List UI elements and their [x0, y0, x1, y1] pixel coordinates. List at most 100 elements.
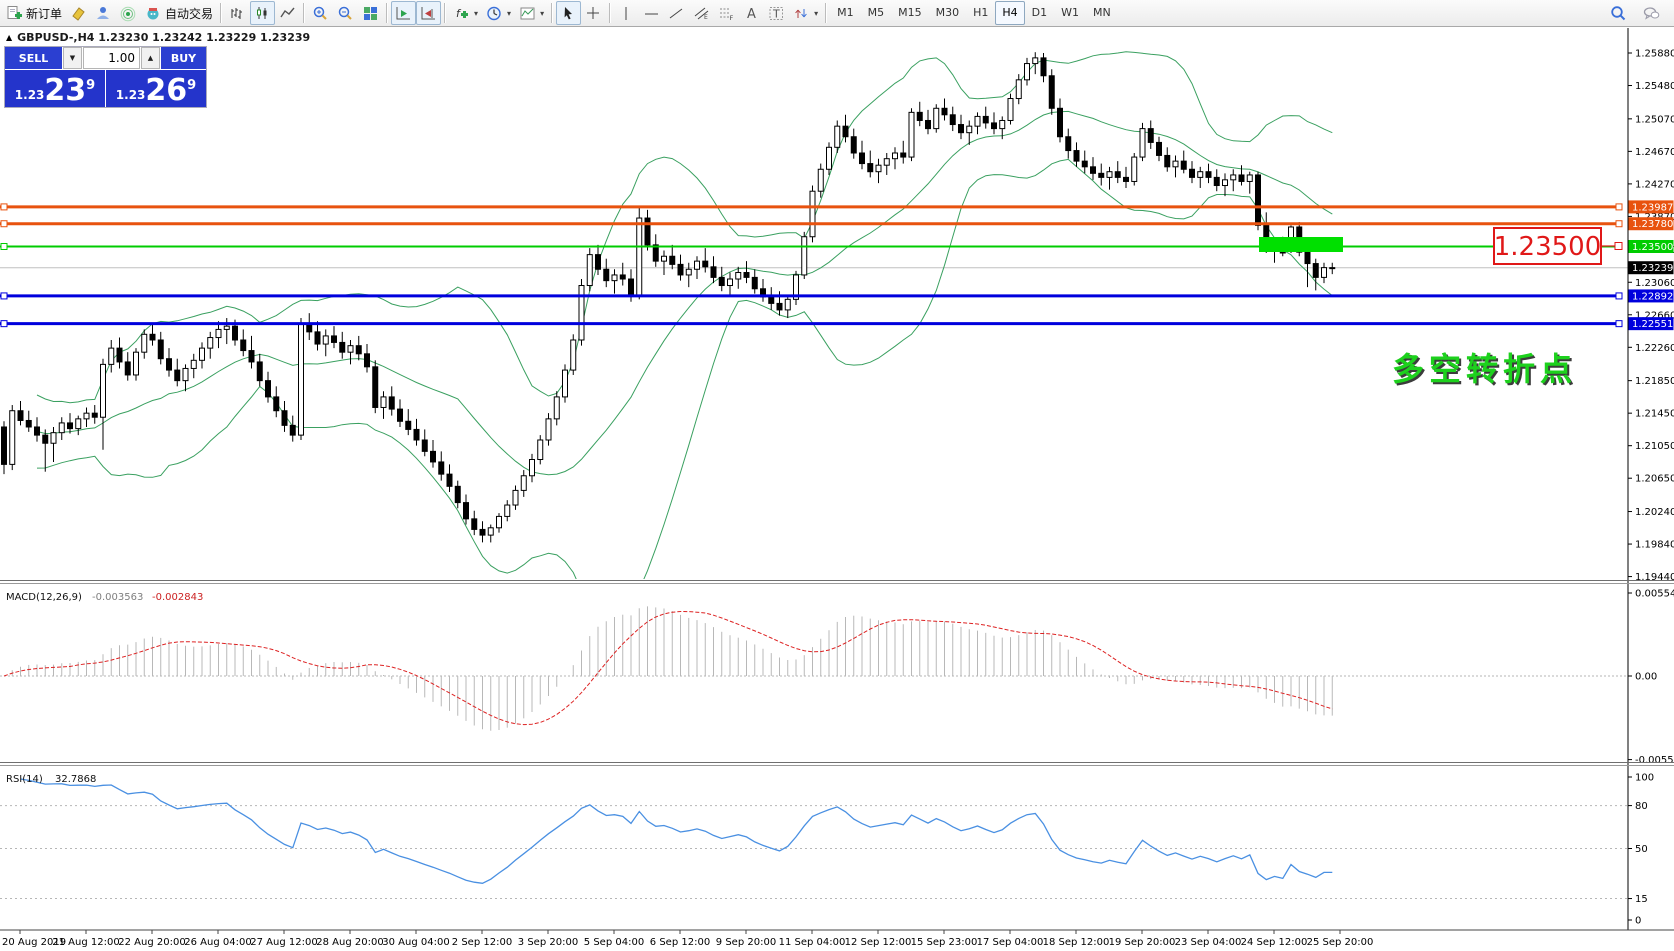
rsi-line [20, 778, 1333, 884]
crosshair-button[interactable] [581, 1, 606, 25]
svg-text:MACD(12,26,9): MACD(12,26,9) [6, 592, 82, 603]
channel-icon: E [693, 5, 710, 22]
svg-text:0.00: 0.00 [1635, 672, 1657, 683]
horizontal-line-1.23987[interactable] [0, 203, 1623, 211]
timeframe-W1-button[interactable]: W1 [1061, 6, 1079, 19]
auto-scroll-button[interactable] [416, 1, 442, 25]
arrows-button[interactable]: ▾ [789, 1, 822, 25]
lot-decrease-button[interactable]: ▼ [63, 47, 82, 69]
svg-text:1.25880: 1.25880 [1635, 49, 1674, 60]
annotation-text[interactable]: 多空转折点 [1392, 350, 1577, 388]
templates-button[interactable]: ▾ [515, 1, 548, 25]
price-badge-1.22892: 1.22892 [1628, 289, 1674, 303]
trendline-button[interactable] [664, 1, 689, 25]
chart-candles-button[interactable] [250, 1, 276, 25]
toolbar: 新订单 自动交易 f ▾ ▾ ▾ E F A T ▾ M1 M5 M15 M30 H1 H4 D1 W1 MN [0, 0, 1674, 27]
svg-text:21 Aug 12:00: 21 Aug 12:00 [52, 937, 119, 948]
fibonacci-button[interactable]: F [714, 1, 739, 25]
svg-text:1.20650: 1.20650 [1635, 474, 1674, 485]
horizontal-line-1.22892[interactable] [0, 292, 1623, 300]
crosshair-icon [585, 5, 602, 22]
periods-icon [486, 5, 503, 22]
hline-icon [643, 5, 660, 22]
channel-button[interactable]: E [689, 1, 714, 25]
toolbar-separator [444, 3, 447, 23]
timeframe-M15-button[interactable]: M15 [898, 6, 922, 19]
timeframe-H1-button[interactable]: H1 [973, 6, 989, 19]
templates-icon [519, 5, 536, 22]
profile-button[interactable] [91, 1, 116, 25]
signal-button[interactable] [116, 1, 141, 25]
lot-increase-button[interactable]: ▲ [141, 47, 160, 69]
indicators-button[interactable]: f ▾ [449, 1, 482, 25]
zoom-out-button[interactable] [333, 1, 358, 25]
svg-text:1.21450: 1.21450 [1635, 409, 1674, 420]
chat-button[interactable] [1639, 1, 1664, 25]
svg-text:多空转折点: 多空转折点 [1394, 352, 1579, 390]
svg-text:1.24270: 1.24270 [1635, 179, 1674, 190]
hline-button[interactable] [639, 1, 664, 25]
svg-text:1.22660: 1.22660 [1635, 310, 1674, 321]
svg-text:1.21850: 1.21850 [1635, 376, 1674, 387]
lot-size-input[interactable]: 1.00 [83, 47, 140, 69]
auto-scroll-icon [420, 5, 437, 22]
horizontal-line-1.22551[interactable] [0, 320, 1623, 328]
timeframe-MN-button[interactable]: MN [1093, 6, 1111, 19]
svg-text:20 Aug 2019: 20 Aug 2019 [2, 937, 66, 948]
highlight-rectangle[interactable] [1259, 237, 1343, 252]
autotrade-label: 自动交易 [165, 6, 214, 21]
svg-text:1.22892: 1.22892 [1632, 291, 1673, 302]
timeframe-M30-button[interactable]: M30 [935, 6, 960, 19]
cursor-button[interactable] [556, 1, 582, 25]
timeframe-D1-button[interactable]: D1 [1031, 6, 1048, 19]
text-label-button[interactable]: T [764, 1, 789, 25]
svg-text:1.22551: 1.22551 [1632, 319, 1673, 330]
tile-windows-icon [362, 5, 379, 22]
svg-text:1.21050: 1.21050 [1635, 441, 1674, 452]
buy-button[interactable]: BUY [161, 47, 206, 69]
sell-price-button[interactable]: 1.23 23 9 [5, 70, 105, 107]
toolbar-separator [609, 3, 612, 23]
candles-series [1, 52, 1336, 543]
price-axis[interactable]: 1.258801.254801.250701.246701.242701.238… [1627, 28, 1674, 930]
toolbar-separator [825, 3, 828, 23]
price-badge-1.23500: 1.23500 [1628, 239, 1674, 253]
svg-text:32.7868: 32.7868 [55, 774, 96, 785]
timeframe-H4-button[interactable]: H4 [995, 1, 1025, 25]
tile-windows-button[interactable] [358, 1, 383, 25]
price-badge-1.22551: 1.22551 [1628, 317, 1674, 331]
autotrade-button[interactable]: 自动交易 [141, 1, 217, 25]
magnifier-button[interactable] [1606, 1, 1631, 25]
svg-text:1.23500: 1.23500 [1632, 242, 1673, 253]
svg-text:100: 100 [1635, 773, 1654, 784]
horizontal-line-1.23780[interactable] [0, 220, 1623, 228]
vline-button[interactable] [614, 1, 639, 25]
shift-end-button[interactable] [391, 1, 417, 25]
collapse-panel-icon[interactable]: ▲ [6, 33, 13, 42]
chat-icon [1643, 5, 1660, 22]
macd-signal-line [3, 610, 1333, 726]
zoom-in-button[interactable] [308, 1, 333, 25]
bollinger-lower-band [36, 158, 1333, 579]
timeframe-M1-button[interactable]: M1 [837, 6, 854, 19]
periods-button[interactable]: ▾ [482, 1, 515, 25]
svg-text:-0.003563: -0.003563 [92, 592, 143, 603]
eraser-button[interactable] [66, 1, 91, 25]
chart-line-button[interactable] [275, 1, 300, 25]
indicators-icon: f [453, 5, 470, 22]
sell-button[interactable]: SELL [5, 47, 62, 69]
svg-text:0: 0 [1635, 916, 1641, 927]
new-order-button[interactable]: 新订单 [2, 1, 66, 25]
horizontal-line-1.23500[interactable] [0, 242, 1623, 250]
text-button[interactable]: A [739, 1, 764, 25]
signal-icon [120, 5, 137, 22]
svg-text:1.19440: 1.19440 [1635, 572, 1674, 583]
buy-price-button[interactable]: 1.23 26 9 [106, 70, 206, 107]
vline-icon [618, 5, 635, 22]
arrows-icon [793, 5, 810, 22]
chart-bars-button[interactable] [225, 1, 250, 25]
price-callout-1.23500[interactable]: 1.23500 [1493, 227, 1623, 265]
timeframe-M5-button[interactable]: M5 [867, 6, 885, 19]
